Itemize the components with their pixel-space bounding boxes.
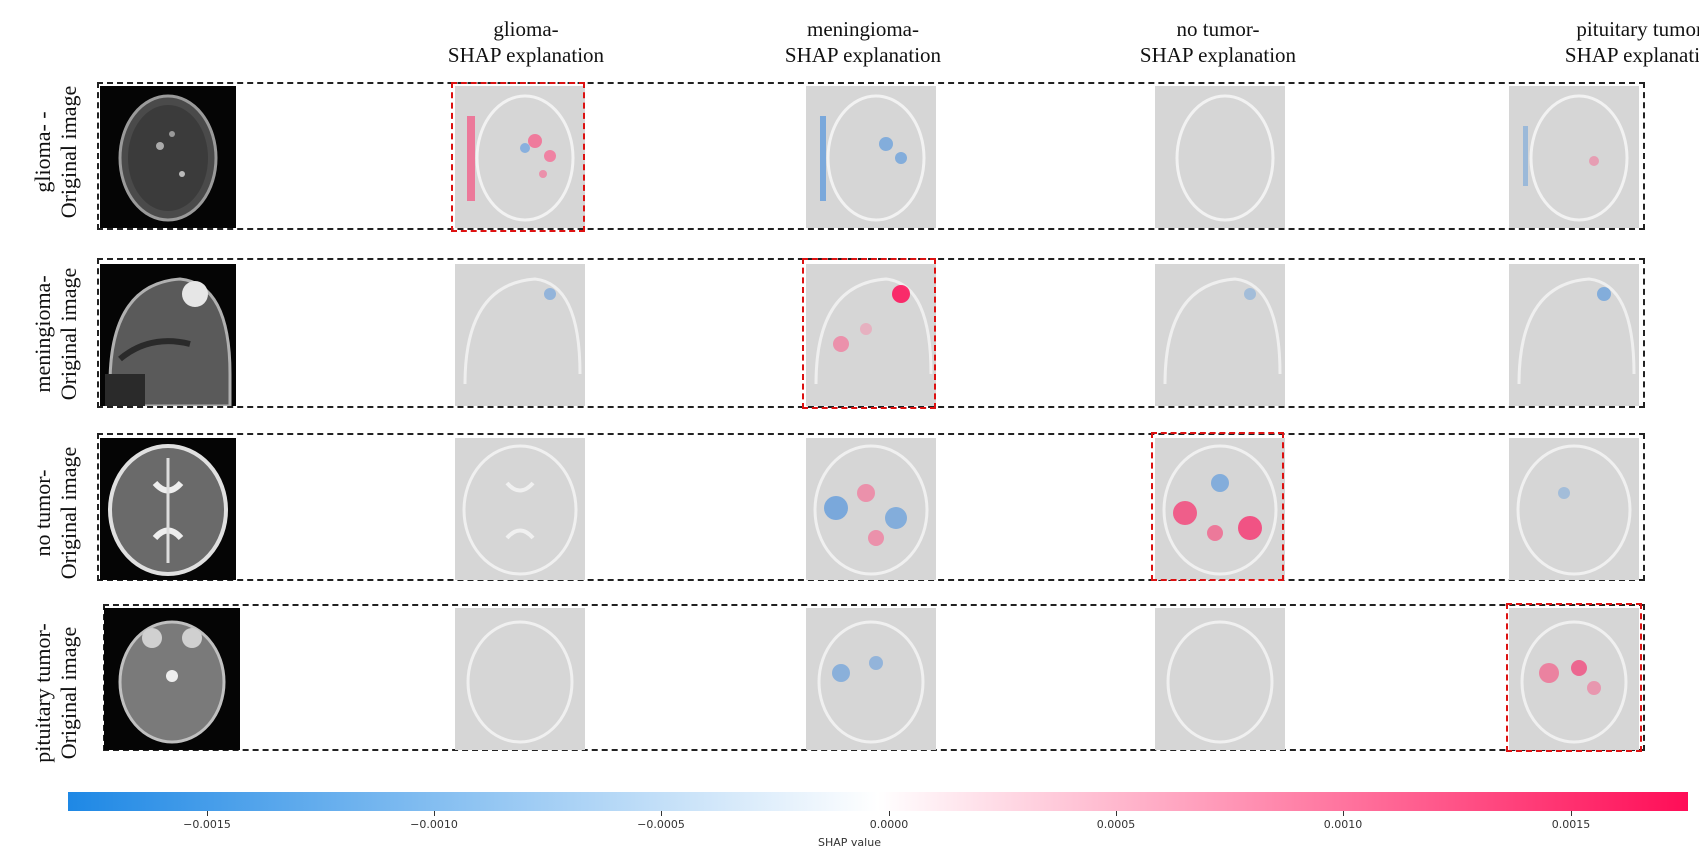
- row-label-line1: meningioma-: [30, 275, 55, 393]
- column-header-line2: SHAP explanation: [1139, 43, 1297, 67]
- shap-map-meningioma-glioma: [455, 264, 585, 406]
- row-label-line1: pituitary tumor-: [30, 623, 55, 763]
- colorbar-tick-label: −0.0010: [410, 818, 458, 831]
- column-header-line2: SHAP explanation: [1564, 43, 1699, 67]
- row-label-pituitary-tumor: pituitary tumor- Original image: [30, 618, 90, 768]
- column-header-line1: pituitary tumor-: [1576, 17, 1699, 41]
- shap-map-meningioma-meningioma: [806, 264, 936, 406]
- shap-map-pituitary-tumor-pituitary-tumor: [1509, 608, 1639, 750]
- original-image-no-tumor: [100, 438, 236, 580]
- shap-map-pituitary-tumor-meningioma: [806, 608, 936, 750]
- shap-map-pituitary-tumor-glioma: [455, 608, 585, 750]
- shap-map-meningioma-no-tumor: [1155, 264, 1285, 406]
- colorbar-tick-mark: [661, 811, 662, 816]
- colorbar-tick-mark: [1343, 811, 1344, 816]
- row-label-line1: no tumor-: [30, 469, 55, 557]
- shap-map-glioma-pituitary-tumor: [1509, 86, 1639, 228]
- row-label-line2: Original image: [56, 626, 81, 760]
- row-frame-glioma: [97, 82, 1645, 230]
- shap-map-glioma-glioma: [455, 86, 585, 228]
- colorbar-tick-mark: [1116, 811, 1117, 816]
- row-label-line1: glioma- -: [30, 111, 55, 193]
- colorbar-tick-mark: [1571, 811, 1572, 816]
- shap-map-no-tumor-meningioma: [806, 438, 936, 580]
- shap-map-pituitary-tumor-no-tumor: [1155, 608, 1285, 750]
- colorbar-tick-mark: [889, 811, 890, 816]
- shap-map-no-tumor-pituitary-tumor: [1509, 438, 1639, 580]
- column-header-line1: no tumor-: [1176, 17, 1260, 41]
- colorbar-title: SHAP value: [818, 836, 881, 849]
- colorbar-tick-label: 0.0005: [1096, 818, 1136, 831]
- original-image-meningioma: [100, 264, 236, 406]
- shap-map-glioma-no-tumor: [1155, 86, 1285, 228]
- shap-colorbar: [68, 792, 1688, 811]
- colorbar-tick-label: 0.0010: [1323, 818, 1363, 831]
- row-label-line2: Original image: [56, 85, 81, 219]
- column-header-pituitary-tumor: pituitary tumor- SHAP explanation: [1543, 16, 1699, 68]
- colorbar-tick-label: 0.0015: [1551, 818, 1591, 831]
- shap-map-no-tumor-no-tumor: [1155, 438, 1285, 580]
- column-header-line2: SHAP explanation: [447, 43, 605, 67]
- column-header-line1: meningioma-: [807, 17, 919, 41]
- row-label-no-tumor: no tumor- Original image: [30, 438, 90, 588]
- shap-map-no-tumor-glioma: [455, 438, 585, 580]
- column-header-glioma: glioma- SHAP explanation: [426, 16, 626, 68]
- column-header-line1: glioma-: [493, 17, 559, 41]
- row-label-meningioma: meningioma- Original image: [30, 259, 90, 409]
- colorbar-tick-label: −0.0005: [637, 818, 685, 831]
- colorbar-tick-mark: [207, 811, 208, 816]
- colorbar-tick-label: 0.0000: [869, 818, 909, 831]
- column-header-line2: SHAP explanation: [784, 43, 942, 67]
- row-label-line2: Original image: [56, 446, 81, 580]
- original-image-glioma: [100, 86, 236, 228]
- colorbar-tick-label: −0.0015: [183, 818, 231, 831]
- row-label-line2: Original image: [56, 267, 81, 401]
- row-label-glioma: glioma- - Original image: [30, 77, 90, 227]
- colorbar-tick-mark: [434, 811, 435, 816]
- shap-map-glioma-meningioma: [806, 86, 936, 228]
- shap-map-meningioma-pituitary-tumor: [1509, 264, 1639, 406]
- original-image-pituitary-tumor: [104, 608, 240, 750]
- column-header-meningioma: meningioma- SHAP explanation: [763, 16, 963, 68]
- row-frame-no-tumor: [97, 433, 1645, 581]
- column-header-no-tumor: no tumor- SHAP explanation: [1118, 16, 1318, 68]
